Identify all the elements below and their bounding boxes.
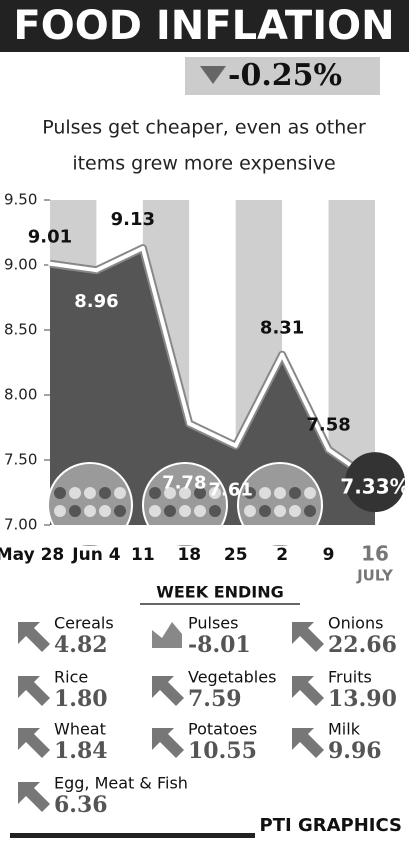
produce-dot (289, 487, 301, 499)
produce-dot (99, 487, 111, 499)
up-icon (18, 676, 50, 706)
x-tick-label: 18 (177, 545, 201, 565)
produce-dot (194, 505, 206, 517)
item-name: Cereals (54, 614, 114, 633)
up-icon (292, 728, 324, 758)
produce-dot (114, 505, 126, 517)
value-label: 7.61 (209, 480, 253, 501)
produce-dot (69, 505, 81, 517)
produce-dot (84, 505, 96, 517)
produce-dot (54, 505, 66, 517)
subtitle: Pulses get cheaper, even as other (42, 117, 366, 139)
item-name: Egg, Meat & Fish (54, 774, 188, 793)
item-value: 6.36 (54, 792, 108, 818)
value-label: 9.01 (28, 227, 72, 248)
point (141, 246, 145, 250)
y-tick-label: 7.00 (4, 516, 37, 534)
item-name: Onions (328, 614, 383, 633)
value-label: 7.33% (340, 475, 409, 499)
item-name: Vegetables (188, 668, 276, 687)
x-axis-label: WEEK ENDING (156, 583, 284, 602)
produce-dot (304, 505, 316, 517)
credit: PTI GRAPHICS (260, 815, 402, 836)
produce-dot (84, 487, 96, 499)
down-icon (152, 622, 182, 648)
up-icon (18, 728, 50, 758)
item-name: Rice (54, 668, 88, 687)
produce-dot (114, 487, 126, 499)
item-value: 22.66 (328, 632, 397, 658)
item-value: 10.55 (188, 738, 257, 764)
produce-dot (244, 505, 256, 517)
item-name: Wheat (54, 720, 106, 739)
produce-dot (274, 487, 286, 499)
point (187, 422, 191, 426)
item-value: 13.90 (328, 686, 397, 712)
produce-dot (274, 505, 286, 517)
up-icon (18, 782, 50, 812)
infographic: FOOD INFLATION -0.25% Pulses get cheaper… (0, 0, 409, 843)
x-tick-label: 2 (276, 545, 288, 565)
point (280, 353, 284, 357)
up-icon (152, 676, 184, 706)
item-value: 1.80 (54, 686, 108, 712)
value-label: 8.96 (74, 291, 118, 312)
chart-title: FOOD INFLATION (13, 3, 394, 49)
point (48, 262, 52, 266)
produce-dot (289, 505, 301, 517)
produce-dot (304, 487, 316, 499)
value-label: 9.13 (111, 209, 155, 230)
produce-dot (54, 487, 66, 499)
produce-dot (209, 505, 221, 517)
x-tick-month: JULY (356, 567, 394, 585)
item-value: 7.59 (188, 686, 242, 712)
baseline-cover (50, 525, 400, 545)
y-tick-label: 9.00 (4, 256, 37, 274)
up-icon (18, 622, 50, 652)
x-tick-label: May 28 (0, 545, 64, 565)
x-tick-label: 11 (131, 545, 155, 565)
x-tick-label: 16 (361, 542, 389, 566)
produce-dot (259, 505, 271, 517)
x-tick-label: Jun 4 (71, 545, 120, 565)
subtitle: items grew more expensive (72, 153, 335, 175)
y-tick-label: 7.50 (4, 451, 37, 469)
value-label: 7.58 (306, 415, 350, 436)
produce-dot (69, 487, 81, 499)
y-tick-label: 8.00 (4, 386, 37, 404)
produce-dot (259, 487, 271, 499)
item-name: Fruits (328, 668, 372, 687)
produce-dot (179, 505, 191, 517)
value-label: 7.78 (162, 473, 206, 494)
item-name: Potatoes (188, 720, 257, 739)
point (234, 444, 238, 448)
y-tick-label: 8.50 (4, 321, 37, 339)
x-tick-label: 9 (323, 545, 335, 565)
produce-dot (99, 505, 111, 517)
produce-dot (149, 505, 161, 517)
item-name: Milk (328, 720, 361, 739)
item-value: -8.01 (188, 632, 251, 658)
x-tick-label: 25 (224, 545, 248, 565)
point (94, 268, 98, 272)
produce-dot (149, 487, 161, 499)
item-name: Pulses (188, 614, 238, 633)
up-icon (292, 622, 324, 652)
up-icon (152, 728, 184, 758)
point (327, 448, 331, 452)
headline-change: -0.25% (228, 58, 342, 93)
item-value: 1.84 (54, 738, 108, 764)
up-icon (292, 676, 324, 706)
item-value: 4.82 (54, 632, 108, 658)
value-label: 8.31 (260, 318, 304, 339)
produce-dot (164, 505, 176, 517)
item-grid: Cereals4.82Pulses-8.01Onions22.66Rice1.8… (18, 614, 397, 819)
footer-rule (10, 833, 255, 838)
chart: 7.00 7.50 8.00 8.50 9.00 9.50 9.01 May 28 8.96 Ju… (0, 191, 409, 585)
item-value: 9.96 (328, 738, 382, 764)
y-tick-label: 9.50 (4, 191, 37, 209)
